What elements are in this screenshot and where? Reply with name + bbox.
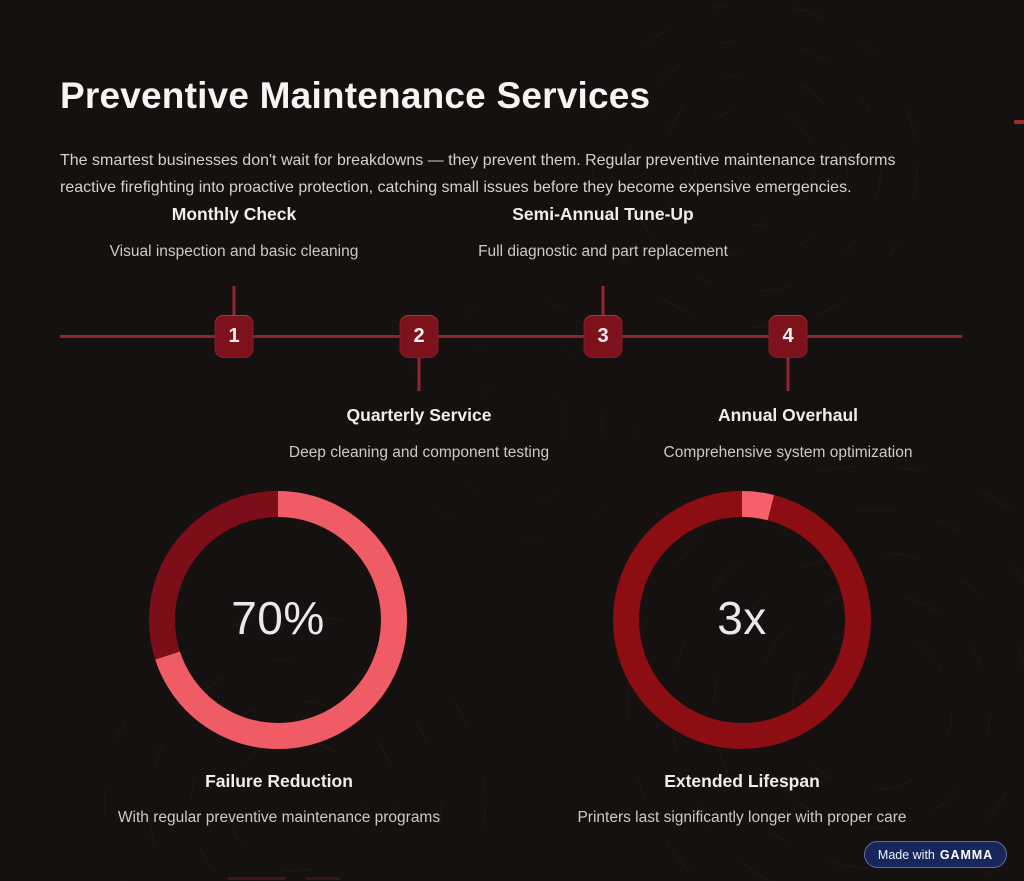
donut-center-value: 70%	[231, 591, 325, 644]
chart-1-title: Failure Reduction	[205, 771, 353, 791]
donut-ring	[613, 491, 871, 749]
donut-center-value: 3x	[717, 591, 767, 644]
timeline-item-1-title: Monthly Check	[171, 204, 297, 224]
chart-2-title: Extended Lifespan	[664, 771, 820, 791]
background-red-dash	[1014, 120, 1024, 124]
intro-line-1: The smartest businesses don't wait for b…	[60, 152, 896, 169]
timeline-item-1-description: Visual inspection and basic cleaning	[109, 243, 359, 260]
donut-ring	[149, 491, 407, 749]
background-red-dash	[228, 877, 286, 880]
timeline-item-4-description: Comprehensive system optimization	[663, 444, 913, 461]
gamma-logo: GAMMA	[939, 847, 993, 862]
chart-2-subtitle: Printers last significantly longer with …	[577, 809, 907, 826]
timeline-item-2-description: Deep cleaning and component testing	[288, 444, 550, 461]
badge-prefix-text: Made with	[877, 847, 935, 862]
timeline-item-3-title: Semi-Annual Tune-Up	[512, 204, 694, 224]
timeline-marker-3-number: 3	[597, 325, 609, 347]
made-with-gamma-badge[interactable]: Made with GAMMA	[863, 841, 1007, 868]
timeline-marker-4-number: 4	[782, 325, 794, 347]
donut-chart-failure-reduction: 70%	[147, 489, 409, 751]
intro-paragraph: The smartest businesses don't wait for b…	[60, 147, 950, 201]
timeline-connector-3	[601, 286, 605, 315]
timeline-marker-1: 1	[214, 315, 254, 358]
donut-chart-extended-lifespan: 3x	[611, 489, 873, 751]
chart-1-subtitle: With regular preventive maintenance prog…	[117, 809, 441, 826]
timeline-item-4-title: Annual Overhaul	[717, 405, 859, 425]
timeline-marker-2: 2	[399, 315, 439, 358]
timeline-connector-4	[786, 358, 790, 391]
page-title: Preventive Maintenance Services	[60, 74, 651, 116]
intro-line-2: reactive firefighting into proactive pro…	[60, 179, 852, 196]
timeline-item-3-description: Full diagnostic and part replacement	[478, 243, 728, 260]
timeline-axis-line	[60, 335, 962, 338]
background-red-dash	[306, 877, 340, 880]
timeline-marker-4: 4	[768, 315, 808, 358]
timeline-connector-1	[232, 286, 236, 315]
timeline-marker-1-number: 1	[228, 325, 240, 347]
timeline-connector-2	[417, 358, 421, 391]
timeline-marker-2-number: 2	[413, 325, 425, 347]
timeline-item-2-title: Quarterly Service	[346, 405, 492, 425]
timeline-marker-3: 3	[583, 315, 623, 358]
